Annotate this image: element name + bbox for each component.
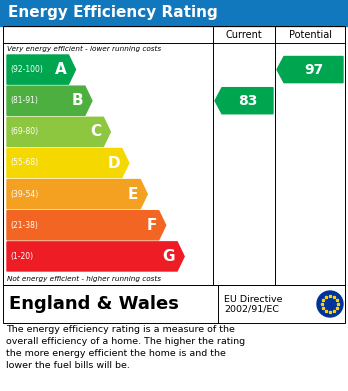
Text: 97: 97 — [304, 63, 323, 77]
Text: A: A — [55, 62, 66, 77]
Text: G: G — [163, 249, 175, 264]
Text: B: B — [71, 93, 83, 108]
Text: C: C — [90, 124, 101, 139]
Text: E: E — [128, 187, 138, 202]
Text: F: F — [146, 218, 157, 233]
Text: 2002/91/EC: 2002/91/EC — [224, 305, 279, 314]
Text: Very energy efficient - lower running costs: Very energy efficient - lower running co… — [7, 46, 161, 52]
Polygon shape — [7, 117, 110, 146]
Text: (81-91): (81-91) — [10, 96, 38, 105]
Bar — [3, 26, 345, 285]
Polygon shape — [7, 149, 129, 178]
Text: (55-68): (55-68) — [10, 158, 38, 167]
Text: (1-20): (1-20) — [10, 252, 33, 261]
Text: The energy efficiency rating is a measure of the
overall efficiency of a home. T: The energy efficiency rating is a measur… — [6, 325, 245, 370]
Text: D: D — [107, 156, 120, 170]
Polygon shape — [277, 57, 343, 83]
Polygon shape — [7, 86, 92, 115]
Text: (92-100): (92-100) — [10, 65, 43, 74]
Text: (21-38): (21-38) — [10, 221, 38, 230]
Polygon shape — [215, 88, 273, 114]
Text: (69-80): (69-80) — [10, 127, 38, 136]
Text: England & Wales: England & Wales — [9, 295, 179, 313]
Circle shape — [317, 291, 343, 317]
Text: Energy Efficiency Rating: Energy Efficiency Rating — [8, 5, 218, 20]
Text: EU Directive: EU Directive — [224, 296, 283, 305]
Text: Not energy efficient - higher running costs: Not energy efficient - higher running co… — [7, 276, 161, 282]
Polygon shape — [7, 211, 166, 240]
Polygon shape — [7, 242, 184, 271]
Text: Current: Current — [226, 29, 262, 39]
Text: 83: 83 — [238, 94, 257, 108]
Bar — [0, 0, 348, 26]
Text: (39-54): (39-54) — [10, 190, 38, 199]
Text: Potential: Potential — [288, 29, 332, 39]
Bar — [3, 285, 345, 323]
Polygon shape — [7, 55, 76, 84]
Polygon shape — [7, 179, 147, 209]
